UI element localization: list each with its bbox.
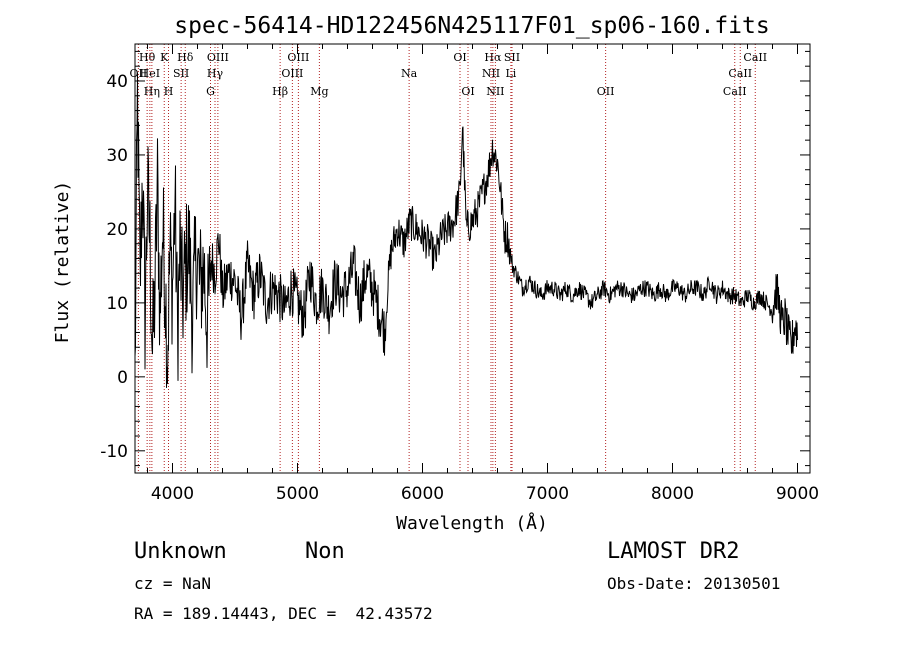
line-marker-label: Hγ (207, 67, 224, 80)
y-axis-label: Flux (relative) (52, 181, 73, 344)
line-marker-label: Hθ (139, 51, 156, 64)
class-label: Unknown (134, 539, 227, 564)
line-marker-label: CaII (743, 51, 767, 64)
spectrum-line (134, 72, 798, 388)
subclass-label: Non (305, 539, 345, 564)
line-marker-label: H (164, 85, 174, 98)
line-marker-label: SII (504, 51, 520, 64)
line-marker-label: Hδ (177, 51, 194, 64)
x-tick-label: 9000 (776, 484, 819, 504)
line-marker-label: Hβ (272, 85, 288, 98)
chart-title: spec-56414-HD122456N425117F01_sp06-160.f… (174, 13, 769, 39)
line-marker-label: OIII (281, 67, 303, 80)
y-tick-label: -10 (100, 442, 128, 462)
line-marker-label: CaII (723, 85, 747, 98)
line-marker-label: Hα (484, 51, 502, 64)
line-marker-label: OIII (207, 51, 229, 64)
line-marker-label: OI (461, 85, 474, 98)
line-marker-label: OII (130, 67, 148, 80)
line-marker-label: Na (401, 67, 418, 80)
line-marker-label: G (206, 85, 215, 98)
y-tick-label: 10 (106, 294, 128, 314)
x-axis-label: Wavelength (Å) (396, 512, 548, 534)
line-marker-label: K (160, 51, 169, 64)
plot-frame (134, 43, 811, 474)
line-marker-label: Hη (144, 85, 160, 98)
coordinates-label: RA = 189.14443, DEC = 42.43572 (134, 604, 433, 623)
survey-label: LAMOST DR2 (607, 539, 740, 564)
line-marker-label: OII (597, 85, 615, 98)
x-tick-label: 6000 (401, 484, 444, 504)
line-marker-label: OIII (287, 51, 309, 64)
emission-line-markers: OII Hθ HeI Hη K H SII Hδ OIII Hγ G Hβ OIII OIII Mg Na OI… (130, 44, 767, 473)
line-marker-label: Mg (310, 85, 328, 98)
line-marker-label: HeI (140, 67, 160, 80)
obs-date-label: Obs-Date: 20130501 (607, 574, 781, 593)
line-marker-label: OI (453, 51, 466, 64)
x-tick-label: 7000 (526, 484, 569, 504)
y-tick-label: 0 (117, 368, 128, 388)
axis-ticks (135, 44, 810, 473)
redshift-label: cz = NaN (134, 574, 212, 593)
x-tick-label: 4000 (151, 484, 194, 504)
y-tick-label: 20 (106, 220, 128, 240)
y-tick-label: 40 (106, 72, 128, 92)
line-marker-label: CaII (728, 67, 752, 80)
line-marker-label: SII (173, 67, 189, 80)
x-tick-label: 8000 (651, 484, 694, 504)
line-marker-label: NII (482, 67, 500, 80)
tick-labels: 4000 5000 6000 7000 8000 9000 -10 0 10 20 30 40 (100, 72, 819, 504)
x-tick-label: 5000 (276, 484, 319, 504)
y-tick-label: 30 (106, 146, 128, 166)
line-marker-label: NII (486, 85, 504, 98)
line-marker-label: Li (505, 67, 516, 80)
